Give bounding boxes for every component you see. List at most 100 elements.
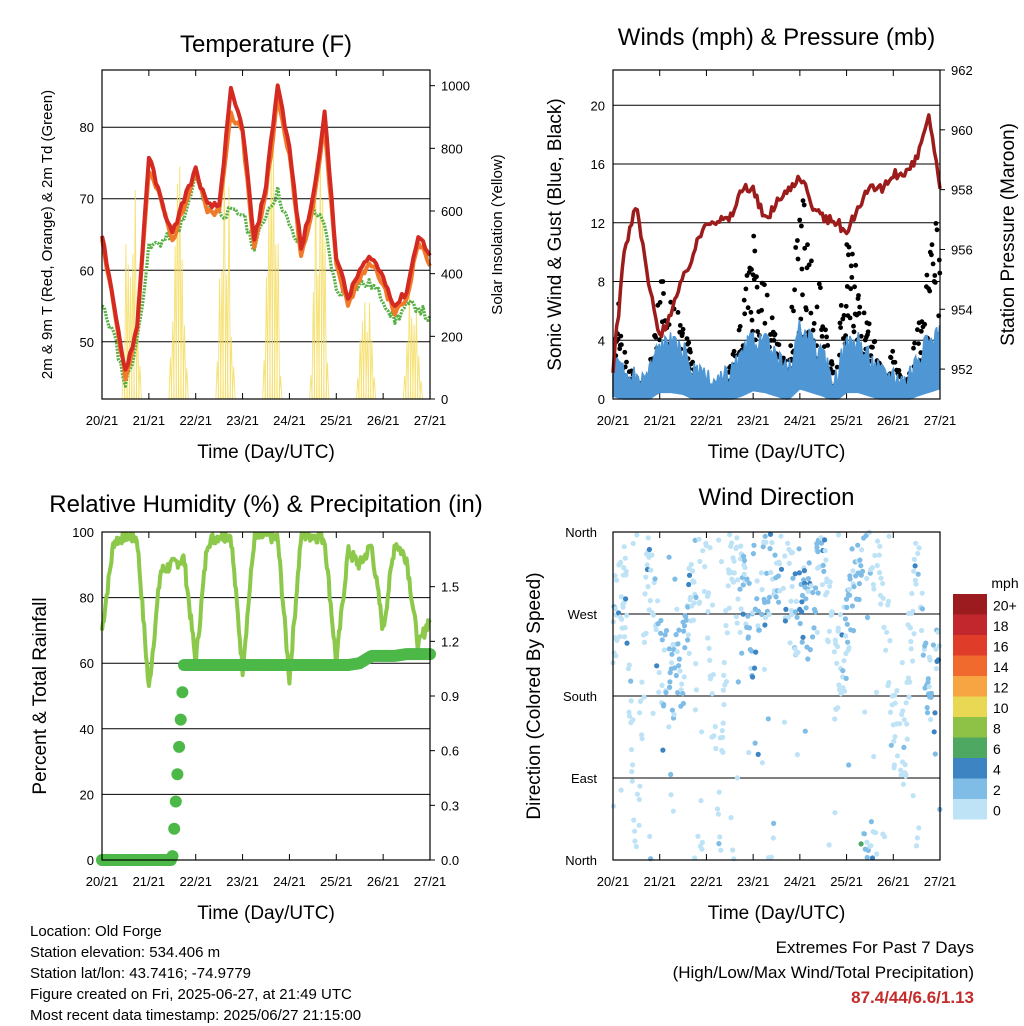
- direction-point: [662, 632, 668, 638]
- direction-point: [886, 533, 892, 539]
- direction-point: [845, 639, 851, 645]
- gust-point: [619, 342, 624, 348]
- direction-point: [789, 549, 796, 556]
- gust-point: [759, 307, 764, 313]
- y2-axis-label: Station Pressure (Maroon): [998, 123, 1019, 346]
- y-axis-label: Sonic Wind & Gust (Blue, Black): [545, 98, 566, 370]
- direction-point: [795, 649, 801, 655]
- direction-point: [928, 694, 934, 700]
- y-tick-label: 50: [80, 335, 94, 350]
- extremes-title: Extremes For Past 7 Days: [775, 938, 974, 957]
- direction-point: [887, 709, 894, 715]
- y-tick-label: 0: [87, 853, 94, 868]
- direction-point: [909, 590, 915, 597]
- direction-point: [773, 594, 779, 600]
- direction-point: [676, 663, 682, 669]
- x-tick-label: 20/21: [86, 874, 119, 889]
- direction-point: [915, 550, 921, 557]
- direction-point: [846, 762, 852, 768]
- x-tick-label: 22/21: [179, 874, 212, 889]
- direction-point: [618, 787, 624, 793]
- direction-point: [837, 612, 843, 618]
- direction-point: [796, 570, 803, 576]
- x-tick-label: 25/21: [320, 874, 353, 889]
- direction-point: [766, 611, 772, 618]
- direction-point: [751, 665, 758, 671]
- gust-point: [816, 281, 822, 287]
- direction-point: [669, 707, 676, 713]
- direction-point: [778, 533, 784, 539]
- direction-point: [753, 649, 759, 655]
- gust-point: [911, 345, 916, 351]
- direction-point: [632, 838, 638, 844]
- direction-point: [623, 568, 629, 575]
- precip-series: [96, 648, 436, 866]
- legend-label: 16: [993, 638, 1009, 654]
- direction-point: [814, 629, 820, 635]
- y-tick-label: 60: [80, 263, 94, 278]
- panel-temperature: Temperature (F) Time (Day/UTC) 20/21 21/21 2…: [39, 31, 506, 463]
- direction-point: [631, 817, 637, 823]
- direction-point: [738, 543, 744, 549]
- direction-point: [721, 702, 727, 708]
- plot-border: [101, 531, 431, 861]
- direction-point: [623, 596, 629, 602]
- direction-point: [768, 854, 775, 860]
- direction-point: [644, 562, 650, 568]
- gust-point: [820, 324, 826, 330]
- gust-point: [802, 245, 808, 251]
- direction-point: [811, 625, 817, 631]
- legend-label: 6: [993, 741, 1001, 757]
- direction-point: [709, 691, 715, 697]
- gust-point: [684, 336, 690, 341]
- gust-point: [924, 272, 930, 278]
- direction-point: [707, 657, 713, 663]
- direction-point: [849, 546, 855, 552]
- direction-point: [646, 546, 653, 553]
- direction-point: [638, 698, 644, 704]
- gust-point: [870, 344, 875, 350]
- direction-point: [799, 639, 805, 645]
- direction-point: [622, 555, 628, 561]
- gust-point: [688, 349, 693, 355]
- direction-point: [841, 688, 848, 694]
- direction-point: [727, 532, 733, 538]
- direction-point: [933, 666, 940, 672]
- gust-point: [818, 285, 823, 291]
- legend-title: mph: [991, 575, 1018, 591]
- direction-point: [755, 623, 761, 629]
- direction-point: [788, 607, 795, 614]
- direction-point: [875, 538, 881, 544]
- direction-point: [639, 679, 645, 685]
- direction-point: [931, 729, 937, 735]
- gust-point: [866, 321, 872, 327]
- direction-point: [782, 553, 788, 559]
- direction-point: [913, 581, 919, 587]
- direction-point: [685, 604, 691, 610]
- direction-point: [926, 684, 932, 690]
- y-tick-label: North: [565, 525, 597, 540]
- recent-data-timestamp: Most recent data timestamp: 2025/06/27 2…: [30, 1007, 362, 1024]
- direction-point: [762, 615, 769, 621]
- solar-spike: [229, 336, 234, 400]
- direction-point: [618, 594, 625, 600]
- legend-swatch: [953, 758, 987, 779]
- direction-point: [746, 749, 752, 756]
- direction-point: [660, 747, 666, 753]
- y2-tick-label: 400: [441, 267, 463, 282]
- gust-point: [824, 334, 829, 340]
- gust-point: [915, 327, 920, 333]
- direction-point: [919, 606, 926, 612]
- gust-point: [892, 359, 898, 365]
- y-tick-label: 4: [598, 333, 605, 348]
- direction-point: [712, 724, 718, 730]
- direction-point: [740, 582, 746, 588]
- gust-point: [677, 323, 683, 328]
- direction-point: [735, 679, 741, 685]
- gust-point: [918, 328, 924, 334]
- direction-point: [829, 609, 836, 615]
- direction-point: [663, 628, 670, 634]
- direction-point: [908, 646, 914, 652]
- gust-point: [932, 273, 938, 278]
- x-tick-label: 23/21: [737, 413, 770, 428]
